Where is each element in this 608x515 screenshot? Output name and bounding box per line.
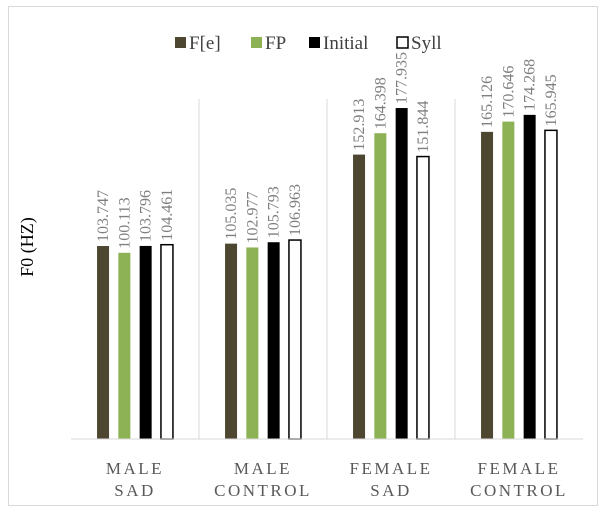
data-label: 165.126 (479, 76, 496, 128)
bar (267, 242, 280, 439)
bar-chart: 103.747 105.035 152.913 165.126 100.113 102.9… (17, 33, 583, 500)
legend-swatch (251, 37, 262, 48)
legend-swatch (175, 37, 186, 48)
y-axis-title: F0 (HZ) (17, 217, 38, 277)
legend-entry: Syll (411, 33, 442, 54)
x-tick-label: CONTROL (470, 481, 568, 500)
x-tick-label: SAD (114, 481, 156, 500)
bar (246, 247, 259, 439)
bar (139, 245, 152, 439)
x-tick-label: FEMALE (478, 459, 561, 478)
bar (353, 154, 366, 439)
data-label: 105.035 (223, 188, 240, 240)
data-label: 165.945 (543, 74, 560, 126)
x-tick-label: CONTROL (214, 481, 312, 500)
x-tick-label: FEMALE (350, 459, 433, 478)
data-label: 105.793 (266, 186, 283, 238)
bar (416, 155, 430, 440)
data-label: 102.977 (244, 191, 261, 243)
legend-entry: Initial (323, 33, 368, 54)
bar (225, 243, 238, 439)
bar (395, 108, 408, 440)
legend-entry: FP (265, 33, 286, 54)
data-label: 104.461 (159, 189, 176, 241)
bar (523, 114, 536, 440)
data-label: 164.398 (372, 77, 389, 129)
legend-swatch (309, 37, 320, 48)
data-label: 170.646 (500, 66, 517, 118)
data-label: 103.796 (138, 190, 155, 242)
data-label: 100.113 (116, 197, 133, 248)
x-tick-label: MALE (234, 459, 292, 478)
bar (481, 131, 494, 439)
bar (118, 252, 131, 439)
data-label: 103.747 (95, 190, 112, 242)
data-label: 174.268 (522, 59, 539, 111)
bar (374, 133, 387, 439)
bar (544, 129, 558, 440)
data-label: 106.963 (287, 184, 304, 236)
bar (502, 121, 515, 439)
data-label: 152.913 (351, 99, 368, 151)
legend-swatch (396, 36, 409, 49)
bar (288, 239, 302, 440)
bar (97, 246, 110, 439)
legend-entry: F[e] (189, 33, 221, 54)
chart-frame: 103.747 105.035 152.913 165.126 100.113 102.9… (8, 6, 598, 506)
bar (160, 243, 174, 440)
x-tick-label: MALE (106, 459, 164, 478)
x-tick-label: SAD (370, 481, 412, 500)
data-label: 151.844 (415, 101, 432, 153)
data-label: 177.935 (394, 52, 411, 104)
